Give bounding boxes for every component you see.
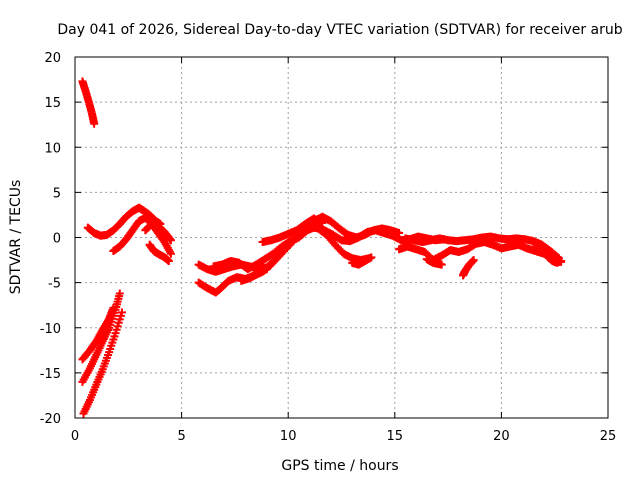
data-point-marker (557, 256, 566, 265)
x-tick-label: 5 (177, 429, 185, 444)
data-point-marker (469, 256, 478, 265)
data-point-marker (117, 308, 126, 317)
data-point-marker (166, 249, 175, 258)
series-track-18 (237, 265, 271, 285)
series-track-16 (459, 256, 478, 280)
series-track-8 (145, 240, 173, 265)
x-tick-label: 10 (280, 429, 297, 444)
data-point-marker (437, 260, 446, 269)
series-track-4 (78, 303, 118, 364)
y-tick-label: -20 (40, 412, 61, 427)
data-point-marker (90, 119, 99, 128)
series-track-15 (422, 255, 446, 269)
series-track-7 (141, 219, 175, 245)
series-track-1 (78, 77, 99, 128)
series-track-14 (401, 232, 563, 263)
y-tick-label: 20 (44, 51, 61, 66)
data-point-marker (367, 253, 376, 262)
y-tick-label: 10 (44, 141, 61, 156)
series-track-12 (258, 214, 327, 247)
x-tick-label: 20 (493, 429, 510, 444)
data-point-marker (164, 256, 173, 265)
x-tick-label: 15 (387, 429, 404, 444)
x-tick-label: 25 (600, 429, 617, 444)
tick-layer: 0 5 10 15 20 25 -20 -15 -10 -5 0 5 10 15 20 (40, 51, 617, 444)
chart-title: Day 041 of 2026, Sidereal Day-to-day VTE… (57, 22, 622, 38)
x-tick-label: 0 (71, 429, 79, 444)
marks-layer (78, 77, 566, 418)
data-point-marker (166, 236, 175, 245)
data-point-marker (115, 289, 124, 298)
y-axis-title: SDTVAR / TECUs (8, 180, 24, 295)
series-track-2 (79, 308, 126, 418)
data-point-marker (165, 234, 174, 243)
series-track-3 (78, 289, 124, 386)
y-tick-label: 5 (53, 186, 61, 201)
x-axis-title: GPS time / hours (281, 458, 398, 474)
y-tick-label: 0 (53, 232, 61, 247)
data-point-marker (262, 265, 271, 274)
y-tick-label: 15 (44, 96, 61, 111)
data-point-marker (318, 219, 327, 228)
series-track-19 (348, 253, 376, 269)
y-tick-label: -10 (40, 322, 61, 337)
data-point-marker (109, 303, 118, 312)
series-track-17 (529, 238, 566, 267)
y-tick-label: -5 (48, 277, 61, 292)
y-tick-label: -15 (40, 367, 61, 382)
